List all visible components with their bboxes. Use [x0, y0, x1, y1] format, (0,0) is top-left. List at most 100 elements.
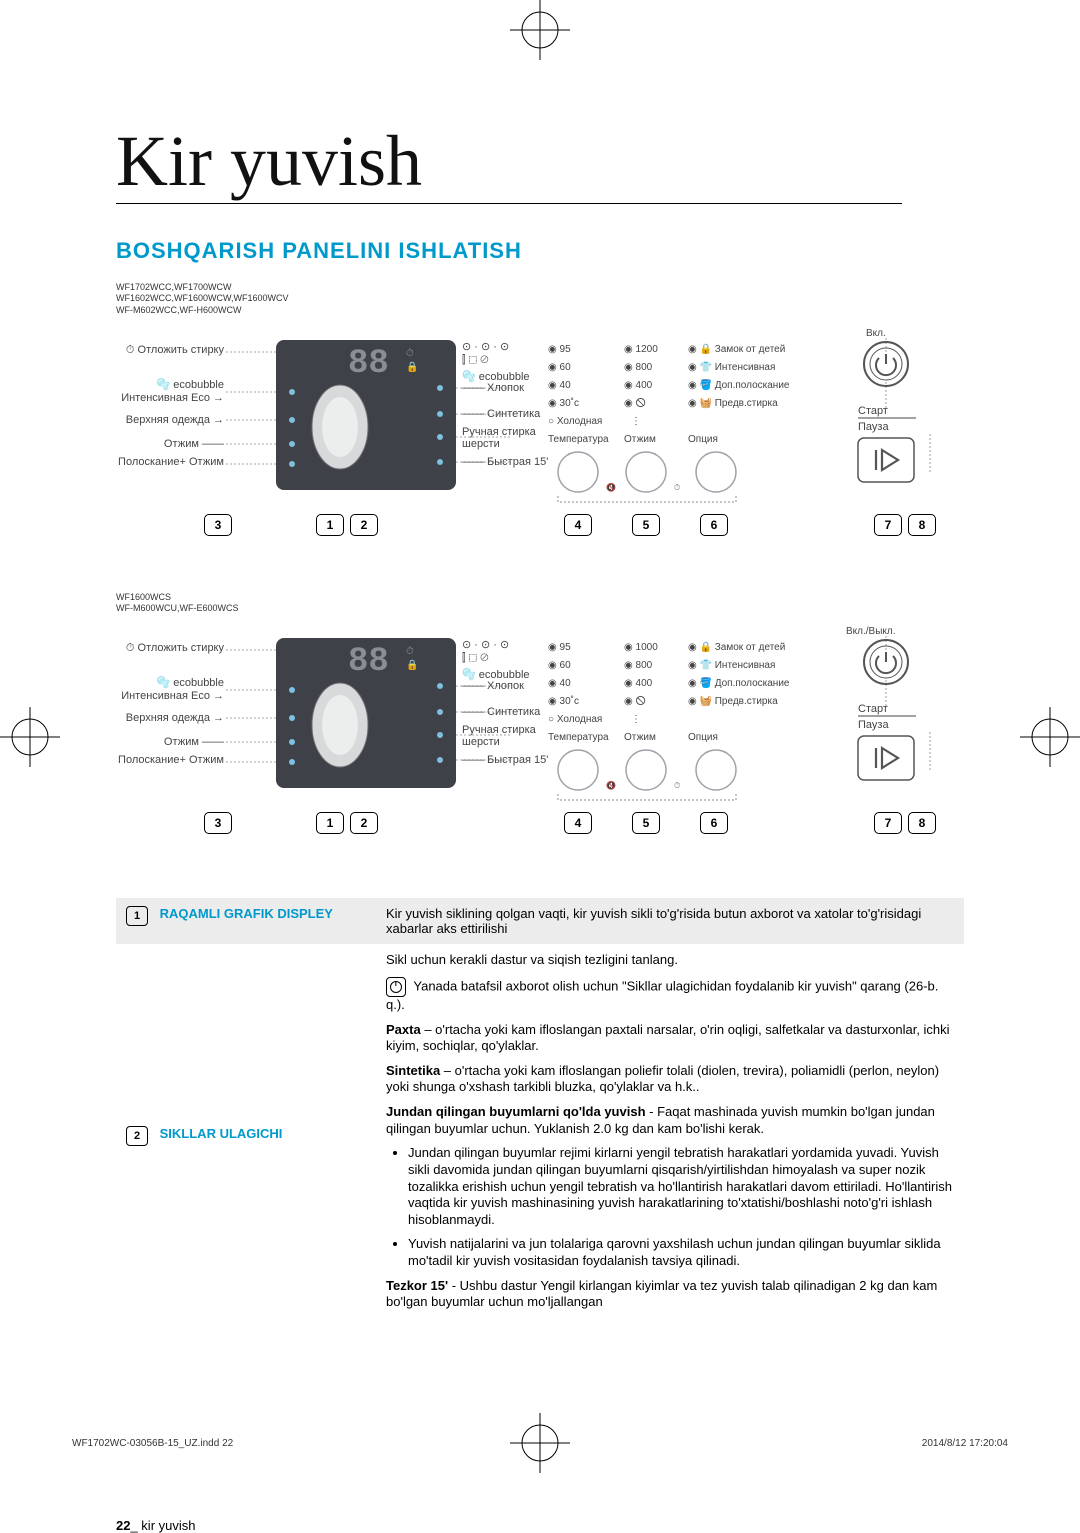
- svg-text:◉ 95: ◉ 95: [548, 642, 571, 653]
- callout: ⫿ ⬚ ⊘: [462, 354, 489, 367]
- svg-text:◉ 40: ◉ 40: [548, 380, 571, 391]
- svg-text:⏱: ⏱: [406, 646, 414, 657]
- svg-text:◉ 🧺 Предв.стирка: ◉ 🧺 Предв.стирка: [688, 695, 778, 707]
- svg-text:Старт: Старт: [858, 703, 888, 715]
- crop-top-icon: [510, 0, 570, 60]
- svg-text:🔒: 🔒: [406, 659, 418, 671]
- print-timestamp: 2014/8/12 17:20:04: [922, 1438, 1008, 1449]
- callout: —— Хлопок: [462, 680, 524, 692]
- section-heading: BOSHQARISH PANELINI ISHLATISH: [116, 238, 964, 264]
- ref-4: 4: [564, 812, 592, 834]
- ref-4: 4: [564, 514, 592, 536]
- svg-text:◉ 🪣 Доп.полоскание: ◉ 🪣 Доп.полоскание: [688, 378, 790, 391]
- ref-8: 8: [908, 514, 936, 536]
- svg-text:Пауза: Пауза: [858, 421, 889, 433]
- callout: Интенсивная Eco →: [116, 392, 224, 404]
- svg-text:Температура: Температура: [548, 732, 609, 743]
- row-head: SIKLLAR ULAGICHI: [160, 1126, 283, 1141]
- callout: ⏱ Отложить стирку: [116, 642, 224, 655]
- callout: —— Быстрая 15': [462, 754, 548, 766]
- callout: ⫿ ⬚ ⊘: [462, 652, 489, 665]
- svg-text:◉ 95: ◉ 95: [548, 344, 571, 355]
- ref-3: 3: [204, 812, 232, 834]
- svg-text:○ Холодная: ○ Холодная: [548, 416, 602, 427]
- svg-text:Опция: Опция: [688, 732, 718, 743]
- callout: Ручная стирка шерсти: [462, 724, 542, 748]
- svg-text:○ Холодная: ○ Холодная: [548, 714, 602, 725]
- svg-text:88: 88: [348, 643, 389, 681]
- callout: Полоскание+ Отжим: [116, 456, 224, 468]
- svg-text:⋮: ⋮: [631, 714, 641, 725]
- svg-text:🔇: 🔇: [606, 780, 616, 790]
- svg-text:◉ 🔒 Замок от детей: ◉ 🔒 Замок от детей: [688, 343, 785, 355]
- svg-text:◉ 400: ◉ 400: [624, 678, 653, 689]
- svg-text:⏱: ⏱: [674, 483, 680, 492]
- svg-text:◉ 400: ◉ 400: [624, 380, 653, 391]
- callout: Верхняя одежда →: [116, 414, 224, 426]
- callout: —— Хлопок: [462, 382, 524, 394]
- svg-text:🔒: 🔒: [406, 361, 418, 373]
- callout: Полоскание+ Отжим: [116, 754, 224, 766]
- svg-text:◉ 👕 Интенсивная: ◉ 👕 Интенсивная: [688, 361, 775, 373]
- page-footer: 22_ kir yuvish: [116, 1518, 964, 1533]
- callout: Отжим ——: [116, 736, 224, 748]
- svg-text:◉ 🛇: ◉ 🛇: [624, 398, 646, 409]
- svg-text:◉ 30˚c: ◉ 30˚c: [548, 397, 579, 409]
- callout: ⊙ · ⊙ · ⊙: [462, 340, 509, 353]
- svg-text:⏱: ⏱: [674, 781, 680, 790]
- ref-1: 1: [316, 514, 344, 536]
- callout: 🫧 ecobubble: [116, 676, 224, 689]
- svg-text:◉ 🔒 Замок от детей: ◉ 🔒 Замок от детей: [688, 641, 785, 653]
- svg-text:Температура: Температура: [548, 434, 609, 445]
- svg-text:◉ 800: ◉ 800: [624, 660, 653, 671]
- dial-icon: [386, 977, 406, 997]
- svg-text:◉ 40: ◉ 40: [548, 678, 571, 689]
- svg-text:⏱: ⏱: [406, 348, 414, 359]
- callout: —— Быстрая 15': [462, 456, 548, 468]
- ref-5: 5: [632, 812, 660, 834]
- crop-bottom-icon: [510, 1413, 570, 1473]
- row-body: Kir yuvish siklining qolgan vaqti, kir y…: [376, 898, 964, 944]
- ref-3: 3: [204, 514, 232, 536]
- crop-left-icon: [0, 707, 60, 767]
- svg-text:◉ 🪣 Доп.полоскание: ◉ 🪣 Доп.полоскание: [688, 676, 790, 689]
- svg-text:Пауза: Пауза: [858, 719, 889, 731]
- svg-text:◉ 🧺 Предв.стирка: ◉ 🧺 Предв.стирка: [688, 397, 778, 409]
- svg-text:Вкл./Выкл.: Вкл./Выкл.: [846, 626, 896, 637]
- svg-text:Опция: Опция: [688, 434, 718, 445]
- ref-8: 8: [908, 812, 936, 834]
- callout: Ручная стирка шерсти: [462, 426, 542, 450]
- callout: ⏱ Отложить стирку: [116, 344, 224, 357]
- svg-text:◉ 👕 Интенсивная: ◉ 👕 Интенсивная: [688, 659, 775, 671]
- ref-5: 5: [632, 514, 660, 536]
- ref-6: 6: [700, 514, 728, 536]
- control-panel-1: WF1702WCC,WF1700WCW WF1602WCC,WF1600WCW,…: [116, 282, 964, 552]
- svg-text:◉ 🛇: ◉ 🛇: [624, 696, 646, 707]
- page-title: Kir yuvish: [116, 120, 964, 204]
- ref-2: 2: [350, 812, 378, 834]
- callout: Отжим ——: [116, 438, 224, 450]
- svg-text:◉ 60: ◉ 60: [548, 660, 571, 671]
- callout: Верхняя одежда →: [116, 712, 224, 724]
- control-panel-2: WF1600WCS WF-M600WCU,WF-E600WCS 88 ⏱ 🔒: [116, 592, 964, 851]
- svg-text:⋮: ⋮: [631, 416, 641, 427]
- power-label: Вкл.: [866, 328, 886, 339]
- svg-text:◉ 1000: ◉ 1000: [624, 642, 658, 653]
- svg-text:Старт: Старт: [858, 405, 888, 417]
- svg-text:◉ 30˚c: ◉ 30˚c: [548, 695, 579, 707]
- ref-box: 1: [126, 906, 148, 926]
- svg-text:Отжим: Отжим: [624, 434, 656, 445]
- model-list: WF1702WCC,WF1700WCW WF1602WCC,WF1600WCW,…: [116, 282, 964, 316]
- model-list: WF1600WCS WF-M600WCU,WF-E600WCS: [116, 592, 964, 615]
- svg-text:◉ 60: ◉ 60: [548, 362, 571, 373]
- callout: 🫧 ecobubble: [116, 378, 224, 391]
- ref-box: 2: [126, 1126, 148, 1146]
- callout: —— Синтетика: [462, 706, 540, 718]
- svg-text:🔇: 🔇: [606, 482, 616, 492]
- callout: Интенсивная Eco →: [116, 690, 224, 702]
- callout: —— Синтетика: [462, 408, 540, 420]
- row-head: RAQAMLI GRAFIK DISPLEY: [160, 906, 333, 921]
- ref-7: 7: [874, 514, 902, 536]
- print-filename: WF1702WC-03056B-15_UZ.indd 22: [72, 1438, 233, 1449]
- svg-text:Отжим: Отжим: [624, 732, 656, 743]
